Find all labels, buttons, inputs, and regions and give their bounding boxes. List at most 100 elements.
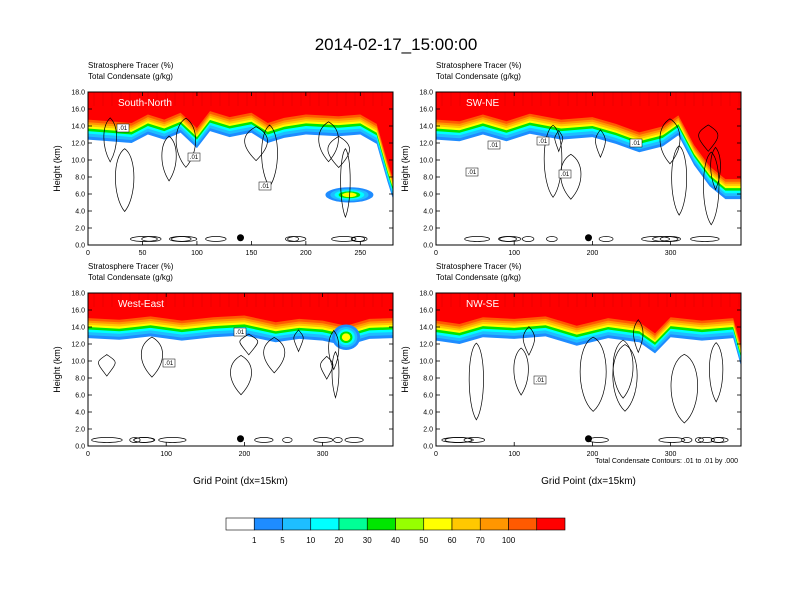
condensate-contours xyxy=(441,319,729,443)
low-cloud-contour xyxy=(694,437,704,443)
cloud-contour xyxy=(244,126,268,162)
y-tick-label: 0.0 xyxy=(423,243,433,250)
cloud-contour xyxy=(698,124,719,152)
y-tick-label: 6.0 xyxy=(423,393,433,400)
cloud-contour xyxy=(175,117,196,168)
colorbar-level-label: 70 xyxy=(476,536,485,545)
colorbar-level-label: 100 xyxy=(502,536,516,545)
panel-nw-se: Stratosphere Tracer (%) Total Condensate … xyxy=(400,262,742,487)
y-tick-label: 6.0 xyxy=(75,393,85,400)
panel-label: SW-NE xyxy=(466,98,499,109)
cloud-contour xyxy=(140,336,163,378)
contour-label-box xyxy=(487,140,501,150)
y-tick-label: 12.0 xyxy=(419,141,433,148)
y-tick-label: 4.0 xyxy=(75,209,85,216)
x-tick-label: 250 xyxy=(354,250,366,257)
condensate-contours xyxy=(103,117,368,242)
low-cloud-contour xyxy=(130,236,158,242)
tracer-field xyxy=(436,92,741,200)
colorbar-level-label: 50 xyxy=(419,536,428,545)
plot-frame xyxy=(87,292,394,447)
cloud-contour xyxy=(98,354,116,377)
y-tick-label: 12.0 xyxy=(71,141,85,148)
stratosphere-core xyxy=(88,293,393,316)
y-tick-label: 16.0 xyxy=(71,308,85,315)
panel-header-condensate: Total Condensate (g/kg) xyxy=(88,273,173,282)
contour-label: .01 xyxy=(236,330,245,336)
contour-label-box xyxy=(558,169,572,179)
y-tick-label: 8.0 xyxy=(423,175,433,182)
cloud-contour xyxy=(579,336,607,412)
stratosphere-core xyxy=(436,293,741,337)
x-tick-label: 300 xyxy=(665,451,677,458)
low-cloud-contour xyxy=(546,236,558,242)
cloud-contour xyxy=(522,326,536,356)
panel-sw-ne: Stratosphere Tracer (%) Total Condensate … xyxy=(400,61,742,257)
low-cloud-contour xyxy=(441,437,474,443)
y-tick-label: 6.0 xyxy=(75,192,85,199)
cloud-contour xyxy=(331,350,340,399)
low-cloud-contour xyxy=(681,437,693,443)
y-tick-label: 16.0 xyxy=(71,107,85,114)
cloud-contour xyxy=(633,319,644,354)
footnote: Total Condensate Contours: .01 to .01 by… xyxy=(595,458,738,465)
cloud-contour xyxy=(318,121,339,163)
x-tick-label: 0 xyxy=(434,451,438,458)
colorbar-swatch xyxy=(338,517,368,531)
cloud-contour xyxy=(670,353,699,424)
colorbar-swatch xyxy=(282,517,312,531)
colorbar-level-label: 1 xyxy=(252,536,257,545)
contour-label: .01 xyxy=(119,126,128,132)
low-cloud-contour xyxy=(641,236,671,242)
cloud-contour xyxy=(230,355,252,396)
y-tick-label: 18.0 xyxy=(419,90,433,97)
x-tick-label: 300 xyxy=(317,451,329,458)
panel-label: West-East xyxy=(118,299,164,310)
contour-label: .01 xyxy=(468,170,477,176)
x-tick-label: 100 xyxy=(508,250,520,257)
low-cloud-contour xyxy=(313,437,334,443)
low-cloud-contour xyxy=(698,437,715,443)
x-tick-label: 200 xyxy=(239,451,251,458)
cloud-contour xyxy=(261,124,278,188)
cloud-contour xyxy=(612,344,638,412)
colorbar-swatch xyxy=(536,517,566,531)
colorbar-swatch xyxy=(423,517,453,531)
low-cloud-contour xyxy=(287,236,307,242)
low-cloud-contour xyxy=(464,236,491,242)
condensate-contours xyxy=(91,329,364,443)
contour-label: .01 xyxy=(539,139,548,145)
y-tick-label: 14.0 xyxy=(71,325,85,332)
cloud-contour xyxy=(239,333,259,356)
y-tick-label: 18.0 xyxy=(71,291,85,298)
condensate-contours xyxy=(464,118,721,242)
y-axis-label: Height (km) xyxy=(400,346,410,393)
low-cloud-contour xyxy=(344,437,364,443)
cloud-contour xyxy=(513,347,529,396)
contour-label: .01 xyxy=(261,184,270,190)
contour-label: .01 xyxy=(632,141,641,147)
x-tick-label: 100 xyxy=(160,451,172,458)
contour-label: .01 xyxy=(190,155,199,161)
y-tick-label: 4.0 xyxy=(423,209,433,216)
tracer-field xyxy=(88,92,393,203)
panel-header-tracer: Stratosphere Tracer (%) xyxy=(436,61,522,70)
y-tick-label: 0.0 xyxy=(423,444,433,451)
low-cloud-contour xyxy=(658,437,686,443)
low-cloud-contour xyxy=(254,437,274,443)
location-marker xyxy=(237,435,244,443)
y-tick-label: 2.0 xyxy=(75,427,85,434)
y-tick-label: 10.0 xyxy=(71,158,85,165)
y-tick-label: 0.0 xyxy=(75,444,85,451)
colorbar-level-label: 5 xyxy=(280,536,285,545)
y-tick-label: 14.0 xyxy=(419,124,433,131)
panel-label: South-North xyxy=(118,98,172,109)
colorbar-level-label: 40 xyxy=(391,536,400,545)
colorbar-swatch xyxy=(479,517,509,531)
x-tick-label: 0 xyxy=(86,451,90,458)
cloud-contour xyxy=(293,329,304,353)
y-tick-label: 10.0 xyxy=(419,158,433,165)
y-tick-label: 16.0 xyxy=(419,308,433,315)
cloud-contour xyxy=(554,129,564,153)
